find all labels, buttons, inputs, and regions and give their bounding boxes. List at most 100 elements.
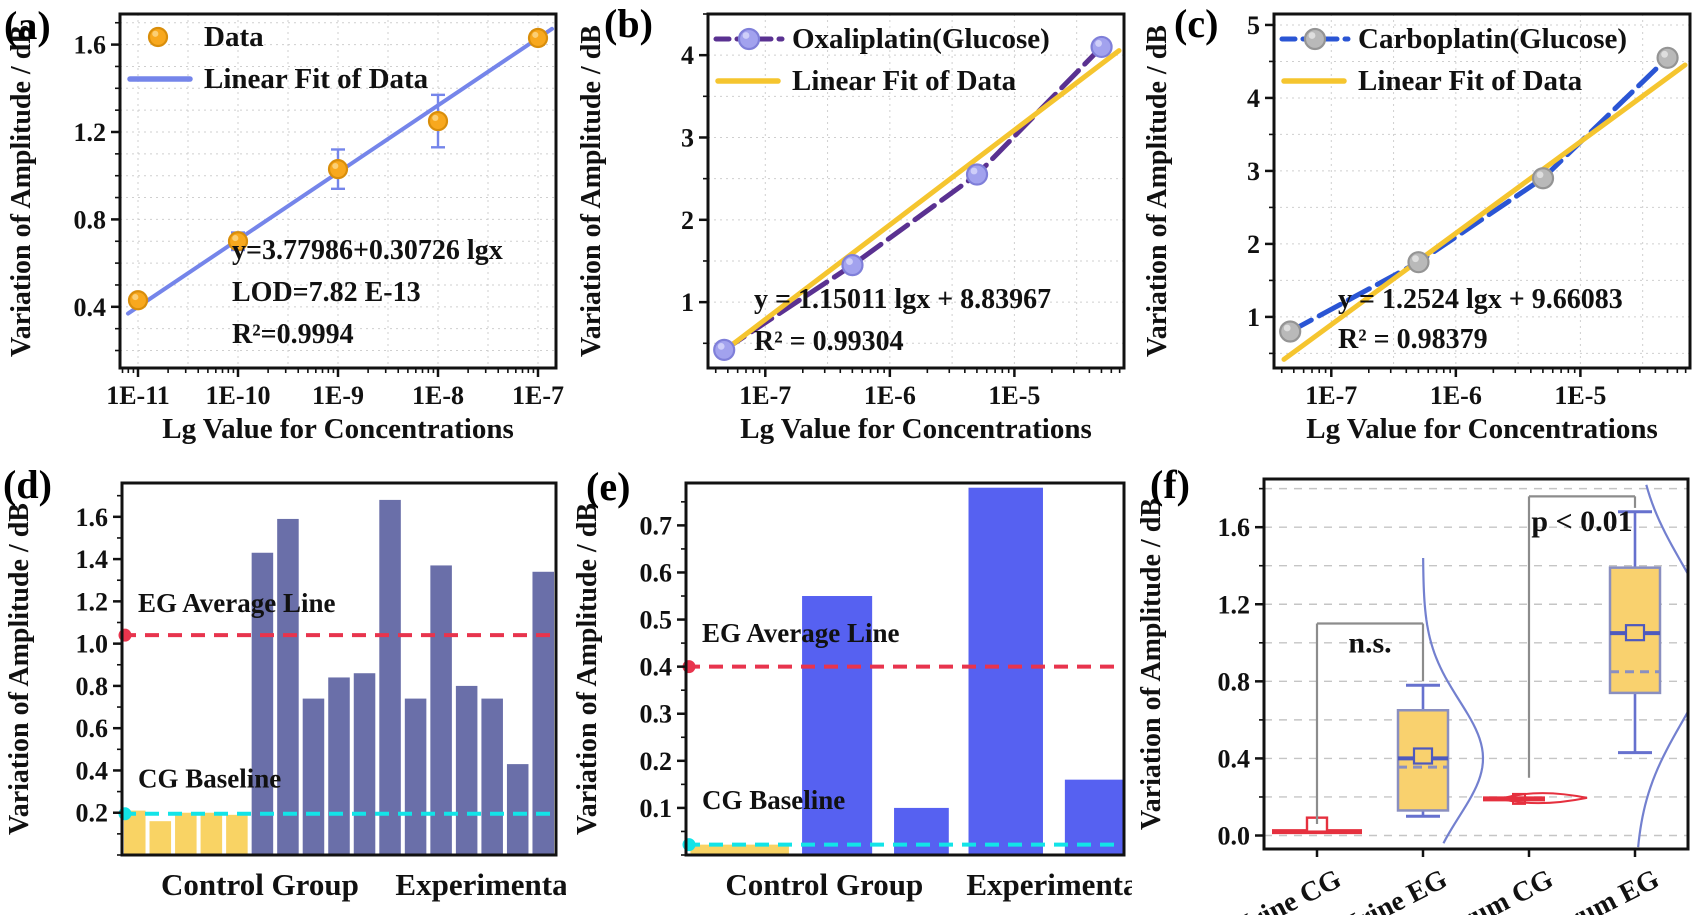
y-axis: 0.4 0.8 1.2 1.6 [74,21,120,352]
svg-text:0.2: 0.2 [76,799,109,828]
bar [200,812,223,855]
svg-text:Carboplatin(Glucose): Carboplatin(Glucose) [1358,23,1627,55]
svg-text:0.3: 0.3 [640,700,673,729]
svg-text:Oxaliplatin(Glucose): Oxaliplatin(Glucose) [792,23,1050,55]
bar [430,565,452,855]
svg-text:0.1: 0.1 [640,794,673,823]
x-axis: 1E-7 1E-6 1E-5 [1280,368,1687,410]
panel-c-chart: 1E-7 1E-6 1E-5 1 2 3 4 5 Variation of Amplitude … [1142,11,1692,445]
group-label: Experimental Group [966,867,1132,902]
panel-a-tag: (a) [4,3,51,48]
bar [802,596,873,855]
bar [1064,779,1124,855]
grid [708,13,1124,368]
category-label: Urine EG [1335,864,1453,915]
y-axis: 0.2 0.4 0.6 0.8 1.0 1.2 1.4 1.6 [76,494,122,856]
violin-curve [1422,557,1485,844]
fit-line [715,48,1122,358]
y-axis-label: Variation of Amplitude / dB [1142,25,1173,357]
svg-text:1.0: 1.0 [76,630,109,659]
bar [251,552,274,855]
svg-text:1: 1 [681,288,694,317]
svg-text:1E-7: 1E-7 [512,381,564,410]
bar [302,698,325,855]
svg-text:1E-10: 1E-10 [206,381,271,410]
bar [149,821,172,855]
panel-a-chart: 1E-11 1E-10 1E-9 1E-8 1E-7 0.4 0.8 1.2 1.6 Variat… [6,12,564,445]
svg-text:0.8: 0.8 [76,672,109,701]
data-points [127,27,549,311]
svg-text:3: 3 [681,123,694,152]
svg-text:R² = 0.99304: R² = 0.99304 [754,326,904,357]
svg-text:0.6: 0.6 [76,714,109,743]
plot-frame [1262,477,1690,851]
svg-text:Linear Fit of Data: Linear Fit of Data [1358,65,1583,97]
x-axis: 1E-7 1E-6 1E-5 [714,368,1121,410]
svg-text:0.8: 0.8 [74,205,107,234]
panel-e: (e) EG Average Line CG Baseline 0.1 0.2 0.3 0… [566,457,1132,915]
svg-text:Data: Data [204,21,264,53]
x-axis-label: Lg Value for Concentrations [1306,413,1658,445]
legend: Oxaliplatin(Glucose) Linear Fit of Data [713,23,1050,97]
reference-line-label: EG Average Line [138,588,335,618]
plot-frame [1272,12,1692,370]
bar [379,499,401,855]
svg-text:1E-5: 1E-5 [988,381,1040,410]
y-axis: 1 2 3 4 5 [1247,11,1274,355]
svg-text:0.4: 0.4 [640,653,673,682]
panel-f: (f) n.s. p < 0.01 0.0 0.4 0.8 1.2 1.6 Variation… [1132,457,1698,915]
panel-f-tag: (f) [1150,462,1190,507]
svg-text:y=3.77986+0.30726 lgx: y=3.77986+0.30726 lgx [232,235,503,266]
svg-text:3: 3 [1247,157,1260,186]
y-axis: 1 2 3 4 [681,13,708,345]
y-axis-label: Variation of Amplitude / dB [4,503,35,835]
grid [120,14,556,368]
svg-text:0.7: 0.7 [640,511,673,540]
x-axis-label: Lg Value for Concentrations [162,413,514,445]
panel-b-tag: (b) [604,1,653,46]
data-points [1279,46,1679,343]
mean-marker [1412,747,1434,765]
bar [226,814,248,855]
svg-text:y = 1.2524 lgx + 9.66083: y = 1.2524 lgx + 9.66083 [1338,284,1623,315]
svg-text:0.4: 0.4 [76,756,109,785]
group-label: Control Group [725,867,923,902]
plot-frame [120,481,558,857]
plot-frame [684,481,1126,857]
plot-frame [706,12,1126,370]
annotations: y = 1.2524 lgx + 9.66083 R² = 0.98379 [1338,284,1623,355]
svg-text:1.2: 1.2 [74,118,107,147]
svg-text:1.6: 1.6 [76,503,109,532]
bar [894,807,949,855]
bar [277,518,299,855]
group-label: Experimental Group [395,867,566,902]
panel-f-chart: n.s. p < 0.01 0.0 0.4 0.8 1.2 1.6 Variation of … [1136,477,1690,915]
y-axis-label: Variation of Amplitude / dB [1136,498,1167,830]
mean-marker [1624,624,1646,642]
svg-text:0.0: 0.0 [1218,822,1251,851]
svg-text:Linear Fit of Data: Linear Fit of Data [792,65,1017,97]
fit-line [1281,62,1688,362]
svg-text:1.6: 1.6 [1218,513,1251,542]
svg-text:LOD=7.82 E-13: LOD=7.82 E-13 [232,277,421,308]
y-axis-label: Variation of Amplitude / dB [6,25,37,357]
bar [404,698,427,855]
svg-text:1.4: 1.4 [76,545,109,574]
annotations: y = 1.15011 lgx + 8.83967 R² = 0.99304 [754,284,1051,357]
panel-c-tag: (c) [1174,1,1219,46]
svg-text:0.2: 0.2 [640,747,673,776]
svg-text:1: 1 [1247,303,1260,332]
significance-label: n.s. [1348,626,1391,659]
svg-text:1E-8: 1E-8 [412,381,464,410]
group-label: Control Group [161,867,359,902]
violin-curve [1637,484,1688,848]
panel-c: (c) 1E-7 1E-6 1E-5 1 2 3 4 5 Variation of Amplit… [1132,0,1698,457]
svg-text:Linear Fit of Data: Linear Fit of Data [204,63,429,95]
annotations: y=3.77986+0.30726 lgx LOD=7.82 E-13 R²=0.9… [232,235,503,350]
panel-b: (b) 1E-7 1E-6 1E-5 1 2 3 4 Variation of Amplitu… [566,0,1132,457]
reference-line-label: CG Baseline [702,785,845,815]
y-axis-label: Variation of Amplitude / dB [576,25,607,357]
svg-text:1E-7: 1E-7 [739,381,791,410]
legend: Carboplatin(Glucose) Linear Fit of Data [1279,23,1627,97]
